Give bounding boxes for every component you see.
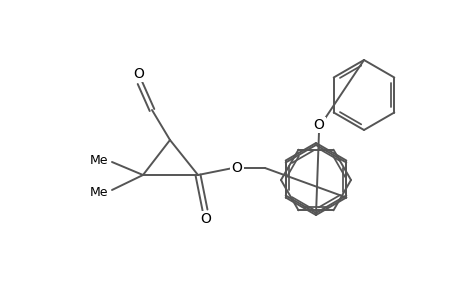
Text: O: O: [231, 161, 242, 175]
Text: Me: Me: [90, 185, 108, 199]
Text: O: O: [313, 118, 324, 132]
Text: Me: Me: [90, 154, 108, 166]
Text: O: O: [200, 212, 211, 226]
Text: O: O: [133, 67, 144, 81]
